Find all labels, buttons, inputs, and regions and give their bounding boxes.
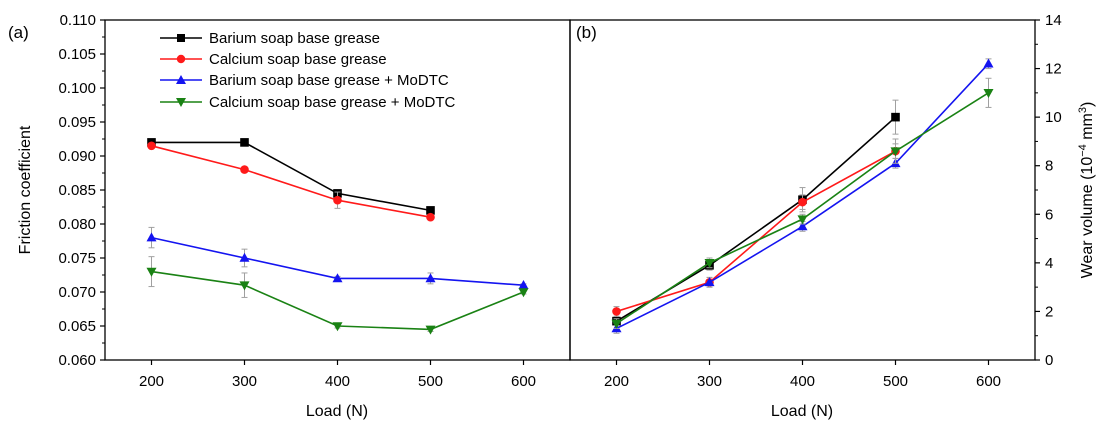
panel-a-y-tick-label-0.100: 0.100	[58, 80, 96, 97]
panel-b-point-calcium-soap-base-grease-200	[612, 307, 621, 316]
legend-marker-barium	[177, 34, 185, 42]
panel-a-y-tick-label-0.090: 0.090	[58, 148, 96, 165]
panel-a-y-tick-label-0.075: 0.075	[58, 250, 96, 267]
panel-b-point-barium-soap-base-grease-plus-modtc-400	[797, 221, 808, 231]
panel-b-y-tick-label-2: 2	[1045, 303, 1053, 320]
panel-a-line-calcium-soap-base-grease	[151, 145, 431, 218]
panel-b-y-axis-title: Wear volume (10−4 mm3)	[1077, 102, 1096, 279]
panel-a-y-tick-label-0.085: 0.085	[58, 182, 96, 199]
panel-a-x-tick-label-600: 600	[511, 373, 536, 390]
panel-a-point-calcium-soap-base-grease-plus-modtc-400	[332, 322, 343, 332]
panel-b-x-tick-label-300: 300	[697, 373, 722, 390]
legend-label-calcium-modtc: Calcium soap base grease + MoDTC	[209, 94, 456, 111]
panel-a-point-calcium-soap-base-grease-plus-modtc-500	[425, 325, 436, 335]
panel-b-y-tick-label-12: 12	[1045, 61, 1062, 78]
legend-label-barium: Barium soap base grease	[209, 30, 380, 47]
legend-item-barium: Barium soap base grease	[160, 30, 380, 47]
legend-label-barium-modtc: Barium soap base grease + MoDTC	[209, 72, 449, 89]
panel-a-series-calcium-soap-base-grease-plus-modtc	[146, 256, 529, 335]
panel-a-point-barium-soap-base-grease-plus-modtc-400	[332, 273, 343, 283]
panel-b-label: (b)	[576, 23, 597, 42]
axis-ticks-layer: 200 300 400 500 600 0.060 0.065 0.070 0.075 0.080…	[58, 12, 1061, 390]
panel-b-x-axis-title: Load (N)	[771, 403, 833, 420]
panel-a-x-tick-label-500: 500	[418, 373, 443, 390]
panel-b-point-calcium-soap-base-grease-plus-modtc-400	[797, 215, 808, 225]
panel-b-y-tick-label-4: 4	[1045, 255, 1053, 272]
panel-a-point-calcium-soap-base-grease-200	[147, 141, 156, 151]
panel-b-y-tick-label-10: 10	[1045, 109, 1062, 126]
panel-b-x-tick-label-500: 500	[883, 373, 908, 390]
panel-b-series-calcium-soap-base-grease-plus-modtc	[611, 77, 994, 329]
panel-a-y-tick-label-0.070: 0.070	[58, 284, 96, 301]
panel-b-point-barium-soap-base-grease-plus-modtc-600	[983, 58, 994, 68]
panel-b-point-barium-soap-base-grease-500	[891, 112, 900, 122]
panel-a-x-axis-title: Load (N)	[306, 403, 368, 420]
panel-a-y-axis-title: Friction coefficient	[17, 125, 34, 254]
panel-b-x-tick-label-200: 200	[604, 373, 629, 390]
panel-b-y-tick-label-0: 0	[1045, 352, 1053, 369]
panel-a-point-barium-soap-base-grease-plus-modtc-500	[425, 273, 436, 283]
panel-b-y-axis-title-unit-exp: 3	[1077, 107, 1089, 113]
panel-b-series-calcium-soap-base-grease	[612, 143, 900, 317]
panel-b-y-tick-label-14: 14	[1045, 12, 1062, 29]
legend-marker-barium-modtc	[176, 75, 186, 84]
series-layer	[146, 58, 994, 335]
panel-b-y-tick-label-8: 8	[1045, 158, 1053, 175]
panel-a-point-calcium-soap-base-grease-300	[240, 165, 249, 174]
legend-marker-calcium	[176, 54, 186, 64]
panel-a-point-barium-soap-base-grease-500	[426, 206, 435, 215]
panel-a-x-tick-label-200: 200	[139, 373, 164, 390]
panel-a-point-calcium-soap-base-grease-plus-modtc-600	[518, 288, 529, 298]
panel-a-point-barium-soap-base-grease-plus-modtc-600	[518, 280, 529, 289]
panel-a-point-barium-soap-base-grease-300	[240, 138, 249, 147]
panel-a-x-tick-label-300: 300	[232, 373, 257, 390]
panel-b-x-tick-label-400: 400	[790, 373, 815, 390]
panel-a-series-calcium-soap-base-grease	[147, 141, 435, 222]
panel-a-point-calcium-soap-base-grease-400	[333, 195, 342, 205]
panel-b-y-axis-title-main: Wear volume (10	[1079, 157, 1096, 279]
panel-a-point-calcium-soap-base-grease-plus-modtc-200	[146, 267, 157, 277]
legend-item-calcium: Calcium soap base grease	[160, 51, 387, 68]
panel-a-y-tick-label-0.065: 0.065	[58, 318, 96, 335]
legend: Barium soap base grease Calcium soap bas…	[160, 30, 456, 111]
panel-b-point-barium-soap-base-grease-plus-modtc-300	[704, 277, 715, 287]
panel-a-y-tick-label-0.095: 0.095	[58, 114, 96, 131]
panel-a-series-barium-soap-base-grease-plus-modtc	[146, 226, 529, 289]
panel-b-point-calcium-soap-base-grease-400	[798, 197, 807, 207]
panel-a-series-barium-soap-base-grease	[147, 138, 435, 215]
panel-b-series-barium-soap-base-grease	[612, 99, 900, 329]
panel-a-point-calcium-soap-base-grease-plus-modtc-300	[239, 281, 250, 291]
panel-a-y-tick-label-0.105: 0.105	[58, 46, 96, 63]
panel-b-y-axis-title-exp: −4	[1077, 144, 1089, 157]
panel-b-y-tick-label-6: 6	[1045, 206, 1053, 223]
panel-b-y-axis-title-unit: mm	[1079, 113, 1096, 144]
legend-marker-calcium-modtc	[176, 98, 186, 107]
panel-b-x-tick-label-600: 600	[976, 373, 1001, 390]
panel-a-y-tick-label-0.080: 0.080	[58, 216, 96, 233]
panel-a-line-barium-soap-base-grease	[151, 141, 431, 212]
legend-label-calcium: Calcium soap base grease	[209, 51, 387, 68]
panel-b-point-calcium-soap-base-grease-plus-modtc-200	[611, 319, 622, 329]
panel-b-point-calcium-soap-base-grease-plus-modtc-600	[983, 89, 994, 99]
panel-a-point-barium-soap-base-grease-plus-modtc-200	[146, 232, 157, 242]
panel-b-y-axis-title-close: )	[1079, 102, 1096, 107]
panel-b-line-calcium-soap-base-grease	[616, 150, 896, 313]
panel-a-x-tick-label-400: 400	[325, 373, 350, 390]
legend-item-barium-modtc: Barium soap base grease + MoDTC	[160, 72, 449, 89]
panel-a-label: (a)	[8, 23, 29, 42]
panel-a-point-calcium-soap-base-grease-500	[426, 212, 435, 222]
panel-a-y-tick-label-0.110: 0.110	[60, 12, 96, 29]
panel-a-point-barium-soap-base-grease-plus-modtc-300	[239, 252, 250, 262]
panel-b-point-calcium-soap-base-grease-plus-modtc-500	[890, 147, 901, 157]
panel-b-line-barium-soap-base-grease	[616, 116, 897, 322]
panel-b-point-calcium-soap-base-grease-plus-modtc-300	[704, 259, 715, 269]
legend-item-calcium-modtc: Calcium soap base grease + MoDTC	[160, 94, 456, 111]
panel-a-y-tick-label-0.060: 0.060	[58, 352, 96, 369]
